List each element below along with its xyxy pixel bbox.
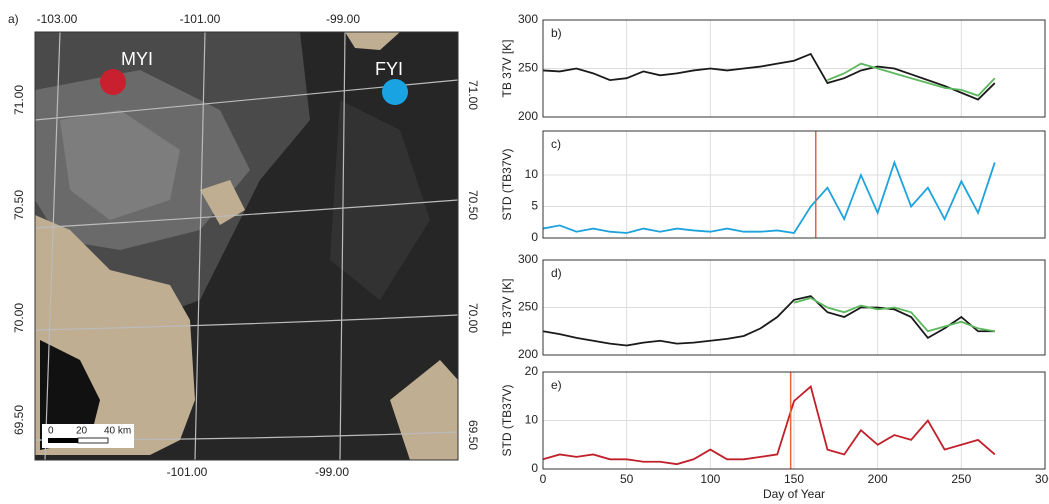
series-line xyxy=(793,297,995,333)
x-tick-label: 100 xyxy=(700,472,720,486)
site-marker xyxy=(382,79,408,105)
map-lon-label: -99.00 xyxy=(326,12,360,26)
scale-label: 40 km xyxy=(104,426,131,437)
y-axis-label: TB 37V [K] xyxy=(500,39,514,97)
map-lat-label: 71.00 xyxy=(466,80,480,110)
plot-frame xyxy=(542,259,1046,356)
series-line xyxy=(542,159,996,234)
x-tick-label: 0 xyxy=(540,472,547,486)
y-tick-label: 10 xyxy=(525,413,539,427)
y-tick-label: 250 xyxy=(518,300,538,314)
y-tick-label: 20 xyxy=(525,364,539,378)
y-tick-label: 200 xyxy=(518,109,538,123)
x-tick-label: 250 xyxy=(951,472,971,486)
map-lat-label: 70.00 xyxy=(466,303,480,333)
y-tick-label: 0 xyxy=(531,461,538,475)
map-lat-label: 69.50 xyxy=(466,420,480,450)
panel-label: b) xyxy=(551,26,562,40)
y-tick-label: 5 xyxy=(531,199,538,213)
x-tick-label: 200 xyxy=(868,472,888,486)
site-label: MYI xyxy=(121,49,153,69)
map-lon-label: -99.00 xyxy=(315,465,349,479)
map-lat-label: 70.00 xyxy=(12,303,26,333)
site-label: FYI xyxy=(375,59,403,79)
series-line xyxy=(542,384,996,466)
series-line xyxy=(542,295,995,347)
map-image xyxy=(34,31,459,461)
y-tick-label: 10 xyxy=(525,167,539,181)
y-tick-label: 300 xyxy=(518,252,538,266)
series-line xyxy=(542,52,996,101)
map-lon-label: -103.00 xyxy=(37,12,78,26)
y-axis-label: STD (TB37V) xyxy=(500,148,514,220)
map-lat-label: 70.50 xyxy=(12,190,26,220)
plot-frame xyxy=(542,19,1046,118)
y-tick-label: 0 xyxy=(531,230,538,244)
map-lon-label: -101.00 xyxy=(180,12,221,26)
site-marker xyxy=(100,69,126,95)
plot-frame xyxy=(542,130,1046,239)
map-lat-label: 71.00 xyxy=(12,85,26,115)
y-tick-label: 200 xyxy=(518,347,538,361)
x-tick-label: 300 xyxy=(1035,472,1049,486)
panel-label: c) xyxy=(551,137,561,151)
series-line xyxy=(827,62,996,97)
map-lon-label: -101.00 xyxy=(167,465,208,479)
scale-label: 0 xyxy=(48,426,54,437)
y-tick-label: 300 xyxy=(518,12,538,26)
map-lat-label: 69.50 xyxy=(12,405,26,435)
x-tick-label: 150 xyxy=(784,472,804,486)
panel-label: e) xyxy=(551,378,562,392)
x-tick-label: 50 xyxy=(620,472,634,486)
x-axis-label: Day of Year xyxy=(763,487,825,501)
y-axis-label: TB 37V [K] xyxy=(500,278,514,336)
y-axis-label: STD (TB37V) xyxy=(500,384,514,456)
panel-label: a) xyxy=(8,12,19,26)
y-tick-label: 250 xyxy=(518,61,538,75)
panel-label: d) xyxy=(551,266,562,280)
plot-frame xyxy=(542,371,1046,470)
scale-label: 20 xyxy=(76,426,88,437)
map-lat-label: 70.50 xyxy=(466,190,480,220)
